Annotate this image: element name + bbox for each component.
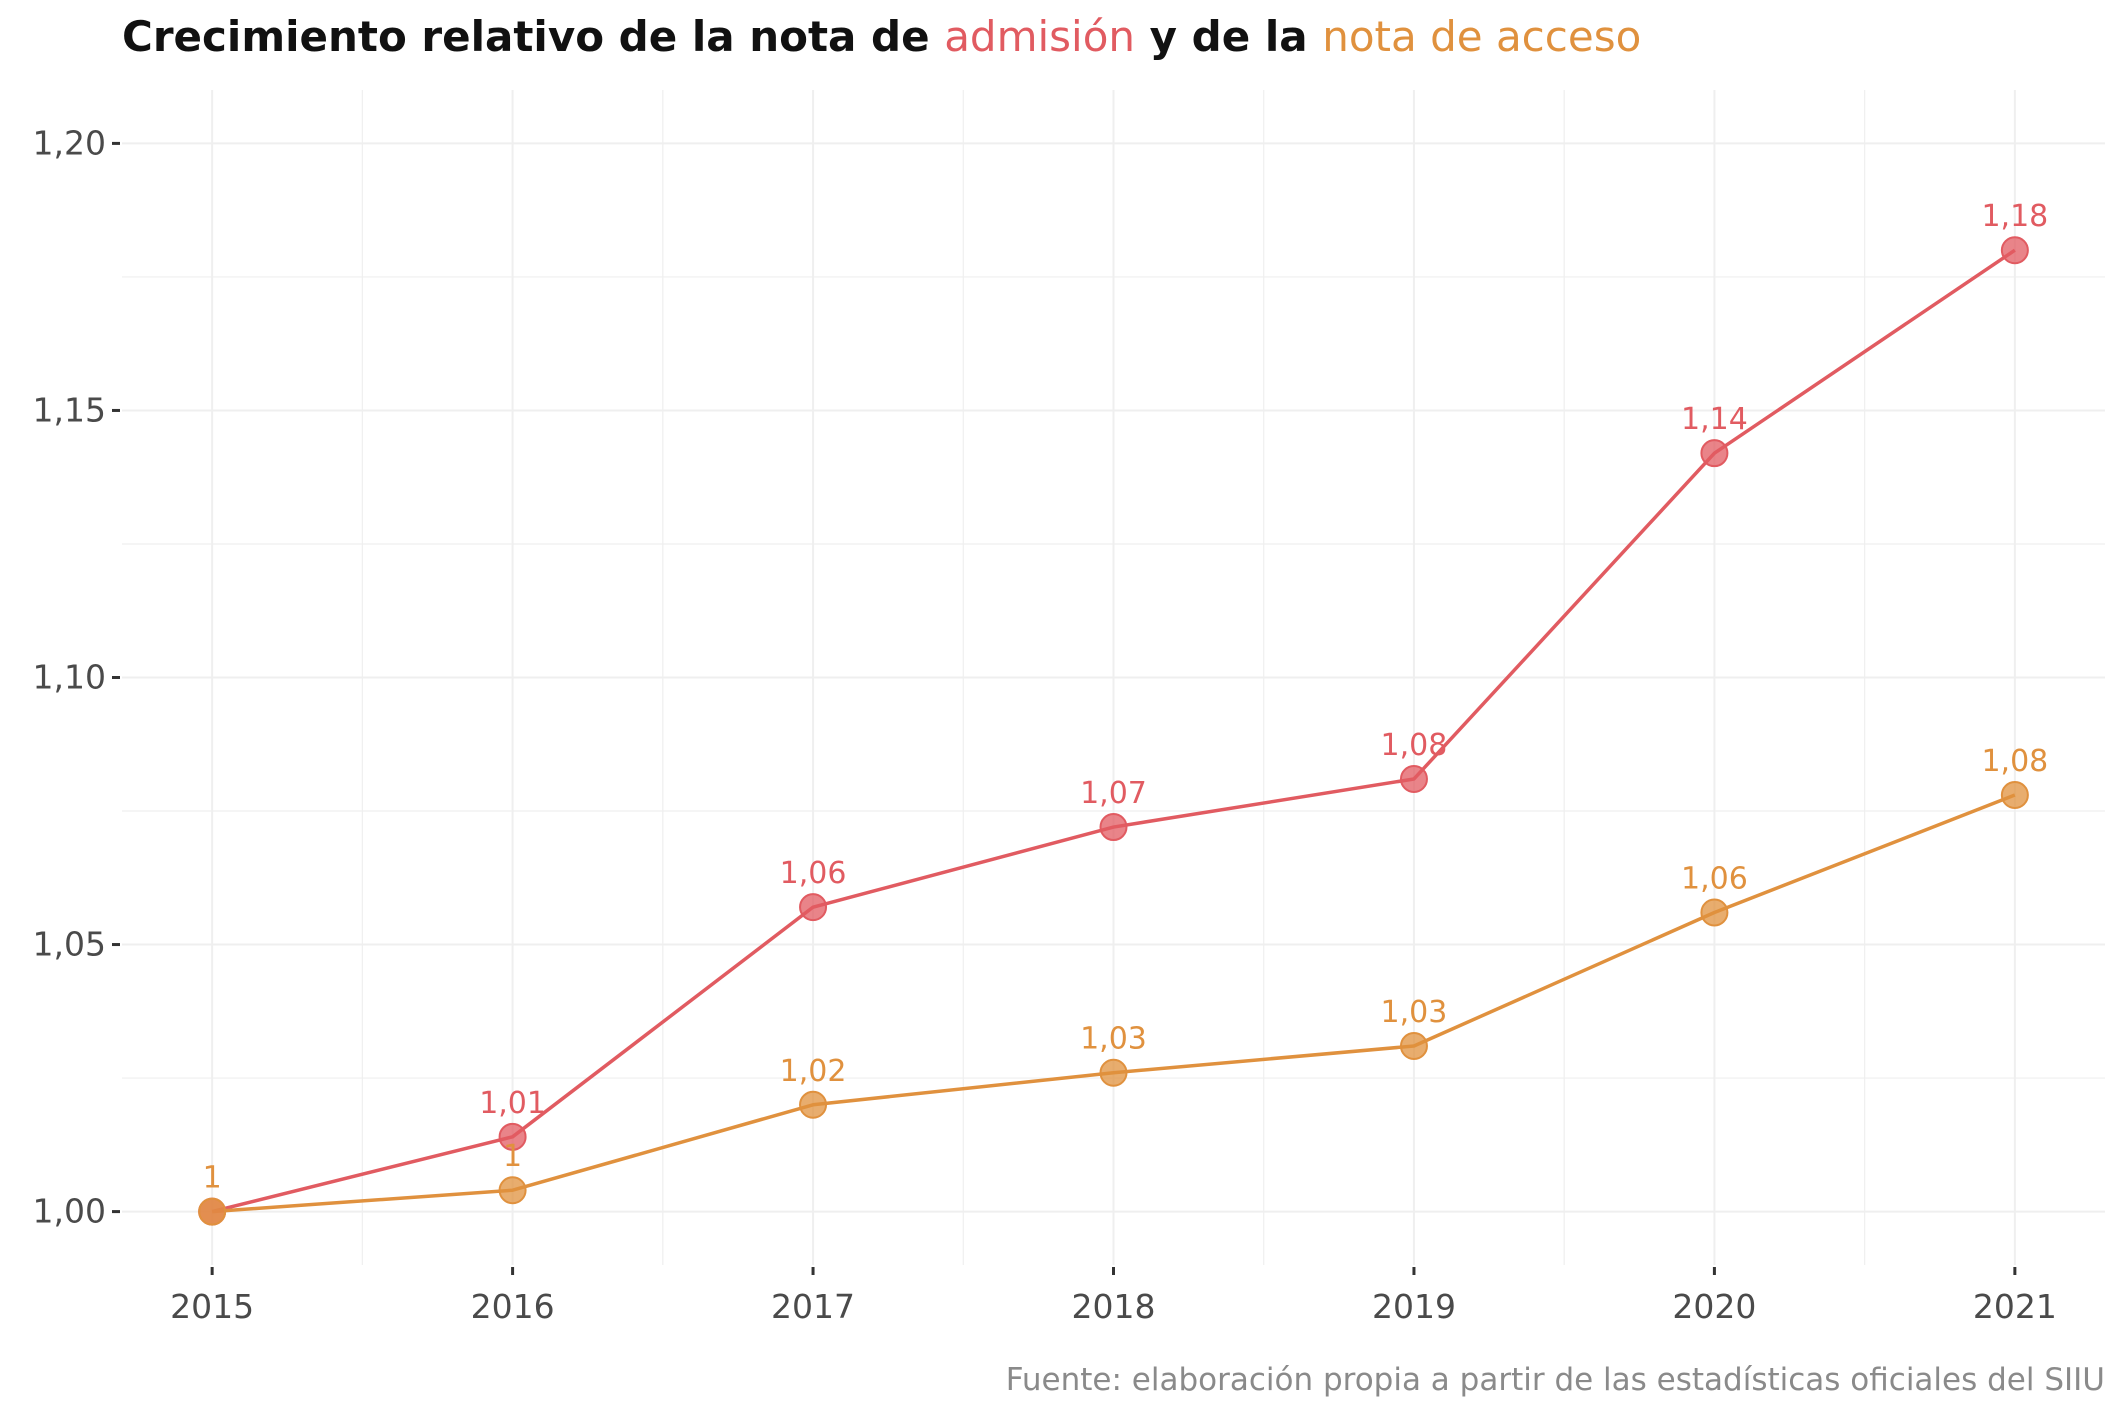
data-point-acceso xyxy=(498,1176,527,1205)
x-tick-label: 2017 xyxy=(771,1287,855,1326)
data-point-acceso xyxy=(1399,1032,1428,1061)
data-label-acceso: 1,02 xyxy=(780,1054,847,1089)
data-point-admision xyxy=(799,893,828,922)
y-tick-label: 1,00 xyxy=(33,1192,106,1231)
data-label-acceso: 1 xyxy=(203,1161,222,1196)
data-labels: 1,01 1,06 1,07 1,08 1,14 1,18 1 1 1,02 1,03 1,03 1,… xyxy=(203,199,2049,1195)
x-tick-label: 2019 xyxy=(1372,1287,1456,1326)
data-label-acceso: 1,03 xyxy=(1080,1022,1147,1057)
x-tick-label: 2020 xyxy=(1672,1287,1756,1326)
data-point-acceso xyxy=(1700,898,1729,927)
data-label-admision: 1,18 xyxy=(1981,199,2048,234)
x-tick-label: 2015 xyxy=(170,1287,254,1326)
data-point-admision xyxy=(1700,439,1729,468)
data-label-admision: 1,14 xyxy=(1681,402,1748,437)
x-tick-label: 2018 xyxy=(1072,1287,1156,1326)
series xyxy=(198,236,2029,1226)
data-label-admision: 1,08 xyxy=(1381,728,1448,763)
source-note: Fuente: elaboración propia a partir de l… xyxy=(1005,1362,2105,1398)
data-label-admision: 1,07 xyxy=(1080,776,1147,811)
title-highlight-acceso: nota de acceso xyxy=(1322,12,1642,61)
data-point-acceso xyxy=(1099,1058,1128,1087)
axes: 1,00 1,05 1,10 1,15 1,20 2015 2016 2017 2018 2019… xyxy=(33,123,2057,1326)
data-label-acceso: 1,06 xyxy=(1681,862,1748,897)
title-prefix: Crecimiento relativo de la nota de xyxy=(122,12,930,61)
x-tick-label: 2021 xyxy=(1973,1287,2057,1326)
data-point-acceso xyxy=(2000,781,2029,809)
data-point-admision xyxy=(498,1122,527,1151)
title-middle: y de la xyxy=(1149,12,1308,61)
data-label-acceso: 1 xyxy=(503,1139,522,1174)
data-point-admision xyxy=(1099,813,1128,842)
y-tick-label: 1,20 xyxy=(33,123,106,162)
data-point-admision xyxy=(1399,764,1428,793)
y-tick-label: 1,15 xyxy=(33,390,106,429)
data-label-acceso: 1,08 xyxy=(1981,744,2048,779)
data-label-admision: 1,06 xyxy=(780,856,847,891)
y-tick-label: 1,10 xyxy=(33,658,106,697)
data-label-acceso: 1,03 xyxy=(1381,995,1448,1030)
title-highlight-admision: admisión xyxy=(944,12,1136,61)
data-point-admision xyxy=(2000,236,2029,265)
data-label-admision: 1,01 xyxy=(479,1086,546,1121)
y-tick-label: 1,05 xyxy=(33,925,106,964)
grid xyxy=(122,90,2105,1265)
data-point-acceso xyxy=(198,1197,227,1226)
chart-title: Crecimiento relativo de la nota de admis… xyxy=(122,12,1641,61)
data-point-acceso xyxy=(799,1090,828,1119)
x-tick-label: 2016 xyxy=(471,1287,555,1326)
